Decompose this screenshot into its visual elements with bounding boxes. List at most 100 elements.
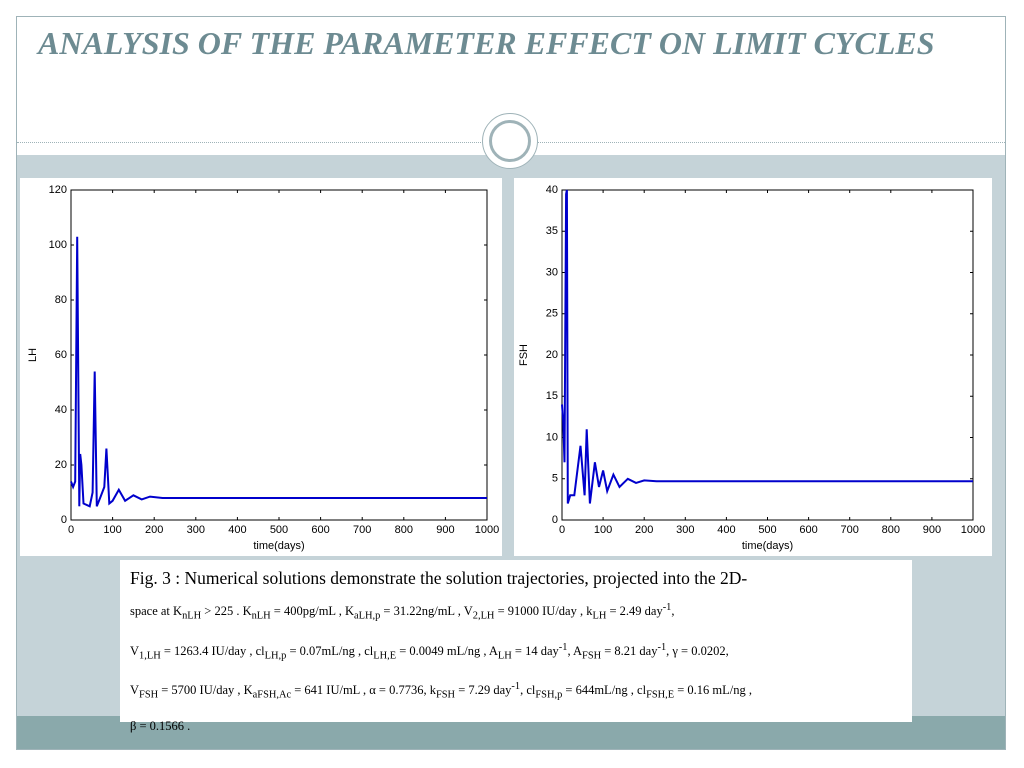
caption-text: LH [592,610,607,622]
caption-text: 2,LH [472,610,495,622]
x-tick-label: 1000 [961,524,985,536]
x-tick-label: 800 [395,524,413,536]
caption-line: β = 0.1566 . [130,711,902,742]
x-tick-label: 200 [145,524,163,536]
caption-text: = 0.07mL/ng , cl [286,643,374,658]
y-tick-label: 20 [546,349,558,361]
x-tick-label: 600 [799,524,817,536]
caption-text: = 91000 IU/day , k [494,604,593,619]
x-axis-label: time(days) [253,540,304,552]
caption-text: = 7.29 day [455,683,512,698]
caption-text: = 31.22ng/mL , V [380,604,473,619]
caption-text: V [130,643,140,658]
caption-text: LH,p [264,650,287,662]
x-tick-label: 500 [758,524,776,536]
caption-text: FSH,E [646,689,675,701]
caption-text: FSH [582,650,602,662]
caption-text: LH,E [373,650,397,662]
y-tick-label: 15 [546,390,558,402]
y-tick-label: 0 [552,514,558,526]
ornament [482,113,538,169]
y-tick-label: 30 [546,266,558,278]
caption-text: FSH,p [535,689,563,701]
y-tick-label: 60 [55,349,67,361]
caption: Fig. 3 : Numerical solutions demonstrate… [120,560,912,733]
caption-text: > 225 . K [201,604,252,619]
data-line [561,189,973,504]
caption-text: = 0.0049 mL/ng , A [396,643,498,658]
caption-text: = 644mL/ng , cl [562,683,647,698]
x-tick-label: 300 [676,524,694,536]
chart-panel [514,178,992,556]
caption-text: , cl [520,683,536,698]
caption-text: = 641 IU/mL , α = 0.7736, k [291,683,436,698]
caption-line: VFSH = 5700 IU/day , KaFSH,Ac = 641 IU/m… [130,671,902,711]
caption-text: FSH [139,689,159,701]
caption-text: nLH [251,610,271,622]
y-tick-label: 40 [55,404,67,416]
x-tick-label: 600 [311,524,329,536]
caption-text: aLH,p [354,610,381,622]
caption-text: 1,LH [139,650,161,662]
caption-text: = 14 day [511,643,559,658]
x-axis-label: time(days) [742,540,793,552]
caption-text: = 0.16 mL/ng , [674,683,753,698]
y-tick-label: 100 [49,239,67,251]
frame [16,16,1006,750]
x-tick-label: 100 [594,524,612,536]
x-tick-label: 900 [436,524,454,536]
x-tick-label: 1000 [475,524,499,536]
caption-text: , A [567,643,583,658]
x-tick-label: 400 [228,524,246,536]
caption-text: LH [497,650,512,662]
data-line [70,236,487,508]
y-tick-label: 120 [49,184,67,196]
caption-text: β = 0.1566 . [130,718,191,733]
caption-text: = 400pg/mL , K [270,604,354,619]
y-tick-label: 0 [61,514,67,526]
x-tick-label: 700 [353,524,371,536]
x-tick-label: 500 [270,524,288,536]
x-tick-label: 200 [635,524,653,536]
caption-line: space at KnLH > 225 . KnLH = 400pg/mL , … [130,592,902,632]
caption-text: aFSH,Ac [252,689,292,701]
y-tick-label: 35 [546,225,558,237]
y-tick-label: 40 [546,184,558,196]
y-tick-label: 25 [546,308,558,320]
slide-title: ANALYSIS OF THE PARAMETER EFFECT ON LIMI… [38,25,935,61]
caption-text: V [130,683,140,698]
caption-text: FSH [435,689,456,701]
x-tick-label: 700 [841,524,859,536]
caption-text: , [671,604,675,619]
x-tick-label: 300 [187,524,205,536]
caption-text: -1 [558,641,568,653]
x-tick-label: 400 [717,524,735,536]
x-tick-label: 800 [882,524,900,536]
caption-text: , γ = 0.0202, [666,643,729,658]
x-tick-label: 0 [559,524,565,536]
y-tick-label: 10 [546,431,558,443]
caption-text: -1 [657,641,667,653]
caption-text: nLH [182,610,202,622]
caption-text: = 8.21 day [601,643,658,658]
caption-text: = 2.49 day [606,604,663,619]
caption-text: Fig. 3 : Numerical solutions demonstrate… [130,568,748,588]
caption-text: -1 [511,681,521,693]
caption-text: space at K [130,604,183,619]
chart-panel [20,178,502,556]
caption-line: V1,LH = 1263.4 IU/day , clLH,p = 0.07mL/… [130,632,902,672]
y-axis-label: FSH [518,344,530,366]
y-tick-label: 80 [55,294,67,306]
caption-text: = 1263.4 IU/day , cl [160,643,265,658]
x-tick-label: 100 [103,524,121,536]
y-tick-label: 5 [552,473,558,485]
y-axis-label: LH [27,348,39,362]
caption-text: -1 [662,602,672,613]
x-tick-label: 900 [923,524,941,536]
x-tick-label: 0 [68,524,74,536]
caption-line: Fig. 3 : Numerical solutions demonstrate… [130,564,902,592]
caption-text: = 5700 IU/day , K [158,683,253,698]
y-tick-label: 20 [55,459,67,471]
